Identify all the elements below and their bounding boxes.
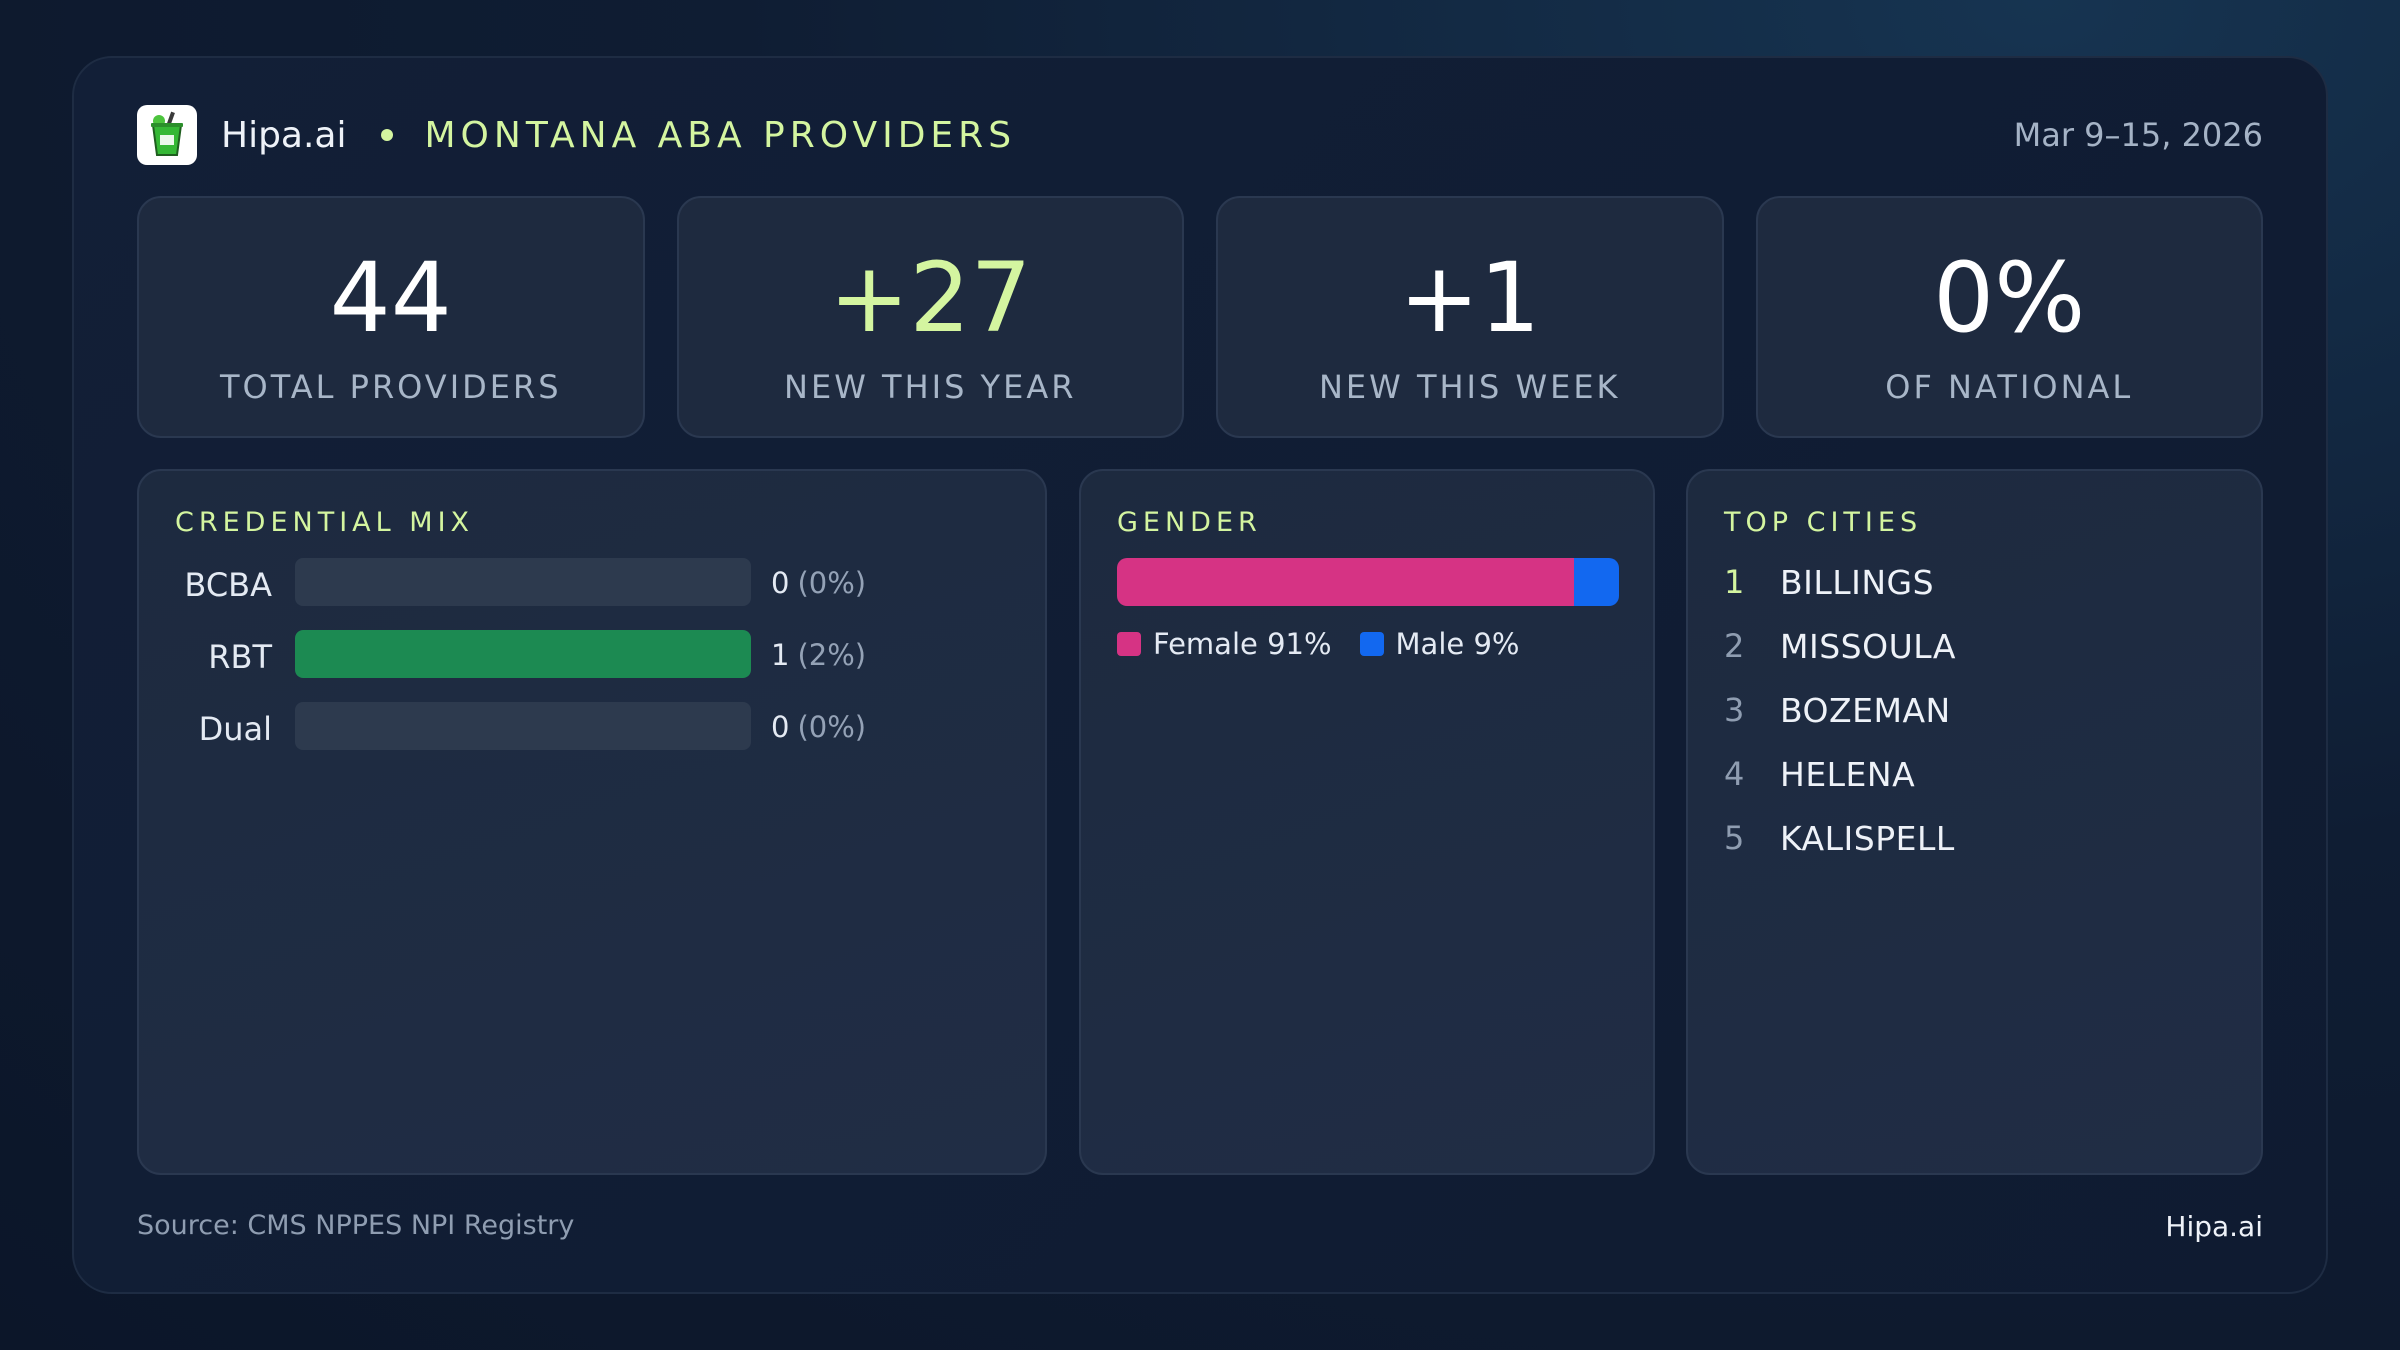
date-range: Mar 9–15, 2026 xyxy=(2013,116,2263,154)
legend-swatch-female xyxy=(1117,632,1141,656)
stat-label: OF NATIONAL xyxy=(1885,368,2134,406)
gender-panel: GENDER Female 91% Male 9% xyxy=(1079,469,1655,1175)
credential-percent: (0%) xyxy=(797,566,867,600)
credential-bar-track xyxy=(295,702,751,750)
footer-source: Source: CMS NPPES NPI Registry xyxy=(137,1210,575,1241)
panel-title: TOP CITIES xyxy=(1724,507,1923,538)
credential-count: 1 xyxy=(771,638,790,672)
gender-female-segment xyxy=(1117,558,1574,606)
legend-item-male: Male 9% xyxy=(1359,627,1520,661)
gender-bar xyxy=(1117,558,1619,606)
gender-legend: Female 91% Male 9% xyxy=(1117,627,1547,661)
credential-bar-fill xyxy=(295,630,751,678)
list-item: 3 BOZEMAN xyxy=(1724,688,1951,732)
stat-label: NEW THIS YEAR xyxy=(784,368,1077,406)
gender-male-segment xyxy=(1573,558,1619,606)
stat-new-this-year: +27 NEW THIS YEAR xyxy=(676,196,1184,438)
header: Hipa.ai MONTANA ABA PROVIDERS Mar 9–15, … xyxy=(137,105,2263,165)
stat-of-national: 0% OF NATIONAL xyxy=(1755,196,2263,438)
top-cities-panel: TOP CITIES 1 BILLINGS 2 MISSOULA 3 BOZEM… xyxy=(1686,469,2263,1175)
city-rank: 5 xyxy=(1724,819,1745,857)
stat-new-this-week: +1 NEW THIS WEEK xyxy=(1216,196,1724,438)
city-name: KALISPELL xyxy=(1780,818,1955,858)
brand-name: Hipa.ai xyxy=(221,114,347,156)
drink-cup-icon xyxy=(137,105,197,165)
list-item: 4 HELENA xyxy=(1724,752,1915,796)
credential-row-dual: Dual 0 (0%) xyxy=(139,702,1045,750)
separator-dot xyxy=(380,129,393,141)
credential-bar-track xyxy=(295,558,751,606)
stat-value: 44 xyxy=(329,242,452,354)
list-item: 2 MISSOULA xyxy=(1724,624,1956,668)
stat-label: NEW THIS WEEK xyxy=(1318,368,1621,406)
credential-row-bcba: BCBA 0 (0%) xyxy=(139,558,1045,606)
city-rank: 1 xyxy=(1724,563,1745,601)
page-title: MONTANA ABA PROVIDERS xyxy=(424,114,1017,156)
credential-percent: (2%) xyxy=(797,638,867,672)
panel-title: GENDER xyxy=(1117,507,1262,538)
list-item: 1 BILLINGS xyxy=(1724,560,1934,604)
credential-percent: (0%) xyxy=(797,710,867,744)
credential-row-rbt: RBT 1 (2%) xyxy=(139,630,1045,678)
legend-label: Male 9% xyxy=(1395,627,1520,661)
city-rank: 2 xyxy=(1724,627,1745,665)
credential-count: 0 xyxy=(771,710,790,744)
credential-label: RBT xyxy=(208,638,272,676)
credential-count: 0 xyxy=(771,566,790,600)
stat-value: +27 xyxy=(828,242,1032,354)
legend-label: Female 91% xyxy=(1153,627,1332,661)
city-name: MISSOULA xyxy=(1780,626,1956,666)
city-name: HELENA xyxy=(1780,754,1916,794)
footer-brand: Hipa.ai xyxy=(2165,1210,2263,1243)
stat-value: +1 xyxy=(1398,242,1541,354)
city-rank: 3 xyxy=(1724,691,1745,729)
legend-swatch-male xyxy=(1359,632,1384,656)
stat-value: 0% xyxy=(1933,242,2086,354)
credential-label: Dual xyxy=(198,710,272,748)
legend-item-female: Female 91% xyxy=(1117,627,1332,661)
credential-bar-track xyxy=(295,630,751,678)
city-rank: 4 xyxy=(1724,755,1745,793)
stat-total-providers: 44 TOTAL PROVIDERS xyxy=(137,196,645,438)
credential-label: BCBA xyxy=(184,566,272,604)
city-name: BILLINGS xyxy=(1780,562,1935,602)
city-name: BOZEMAN xyxy=(1780,690,1951,730)
stat-label: TOTAL PROVIDERS xyxy=(219,368,562,406)
stats-row: 44 TOTAL PROVIDERS +27 NEW THIS YEAR +1 … xyxy=(137,196,2263,438)
list-item: 5 KALISPELL xyxy=(1724,816,1955,860)
credential-mix-panel: CREDENTIAL MIX BCBA 0 (0%) RBT 1 (2%) Dual… xyxy=(137,469,1047,1175)
panel-title: CREDENTIAL MIX xyxy=(175,507,475,538)
